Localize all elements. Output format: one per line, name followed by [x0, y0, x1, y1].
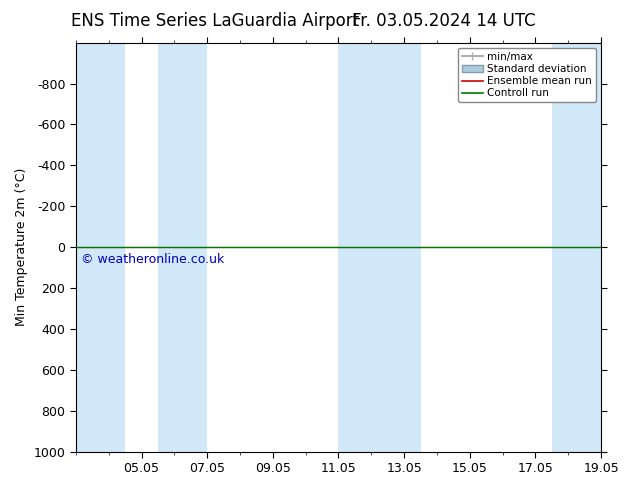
Text: Fr. 03.05.2024 14 UTC: Fr. 03.05.2024 14 UTC — [352, 12, 536, 30]
Bar — [339, 43, 420, 452]
Bar — [158, 43, 207, 452]
Legend: min/max, Standard deviation, Ensemble mean run, Controll run: min/max, Standard deviation, Ensemble me… — [458, 48, 596, 102]
Bar — [552, 43, 601, 452]
Bar — [76, 43, 125, 452]
Text: © weatheronline.co.uk: © weatheronline.co.uk — [81, 253, 224, 266]
Text: ENS Time Series LaGuardia Airport: ENS Time Series LaGuardia Airport — [72, 12, 359, 30]
Y-axis label: Min Temperature 2m (°C): Min Temperature 2m (°C) — [15, 168, 28, 326]
